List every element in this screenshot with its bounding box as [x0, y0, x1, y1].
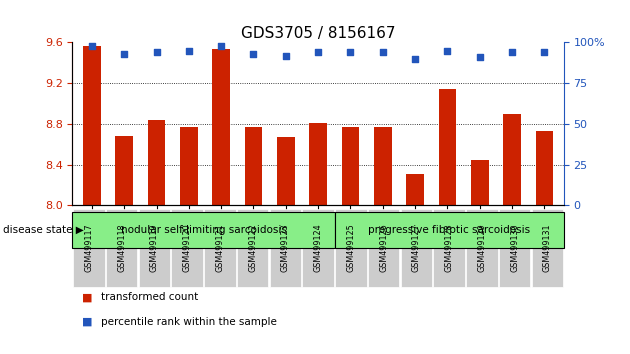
- Point: [378, 50, 388, 55]
- Text: GSM499120: GSM499120: [183, 223, 192, 272]
- Point: [151, 50, 161, 55]
- Point: [410, 56, 420, 62]
- Text: GSM499122: GSM499122: [248, 223, 257, 272]
- Text: GSM499119: GSM499119: [150, 223, 159, 272]
- Bar: [180, 127, 198, 205]
- Bar: [277, 137, 295, 205]
- Bar: [406, 174, 424, 205]
- Text: disease state ▶: disease state ▶: [3, 225, 84, 235]
- Point: [184, 48, 194, 53]
- Point: [475, 54, 485, 60]
- Bar: [503, 114, 521, 205]
- Bar: [244, 127, 262, 205]
- Point: [281, 53, 291, 58]
- Text: GSM499131: GSM499131: [543, 223, 552, 272]
- Text: GSM499129: GSM499129: [478, 223, 486, 272]
- Text: GSM499125: GSM499125: [346, 223, 355, 272]
- Bar: [374, 127, 392, 205]
- Text: ■: ■: [82, 317, 93, 327]
- Text: GSM499118: GSM499118: [117, 223, 126, 272]
- Text: GSM499124: GSM499124: [314, 223, 323, 272]
- Text: ■: ■: [82, 292, 93, 302]
- Bar: [309, 123, 327, 205]
- Bar: [83, 46, 101, 205]
- Point: [507, 50, 517, 55]
- Title: GDS3705 / 8156167: GDS3705 / 8156167: [241, 26, 396, 41]
- Text: GSM499117: GSM499117: [84, 223, 93, 272]
- Text: GSM499121: GSM499121: [215, 223, 224, 272]
- Point: [313, 50, 323, 55]
- Text: GSM499127: GSM499127: [412, 223, 421, 272]
- Bar: [471, 160, 489, 205]
- Bar: [341, 127, 359, 205]
- Bar: [115, 136, 133, 205]
- Point: [216, 43, 226, 48]
- Text: GSM499130: GSM499130: [510, 223, 519, 272]
- Text: GSM499123: GSM499123: [281, 223, 290, 272]
- Text: GSM499128: GSM499128: [445, 223, 454, 272]
- Bar: [438, 89, 456, 205]
- Text: percentile rank within the sample: percentile rank within the sample: [101, 317, 277, 327]
- Point: [539, 50, 549, 55]
- Text: transformed count: transformed count: [101, 292, 198, 302]
- Point: [87, 43, 97, 48]
- Point: [345, 50, 355, 55]
- Point: [119, 51, 129, 57]
- Point: [248, 51, 258, 57]
- Text: GSM499126: GSM499126: [379, 223, 388, 272]
- Bar: [212, 48, 230, 205]
- Bar: [147, 120, 166, 205]
- Bar: [536, 131, 553, 205]
- Text: progressive fibrotic sarcoidosis: progressive fibrotic sarcoidosis: [368, 225, 530, 235]
- Point: [442, 48, 452, 53]
- Text: nodular self-limiting sarcoidosis: nodular self-limiting sarcoidosis: [120, 225, 287, 235]
